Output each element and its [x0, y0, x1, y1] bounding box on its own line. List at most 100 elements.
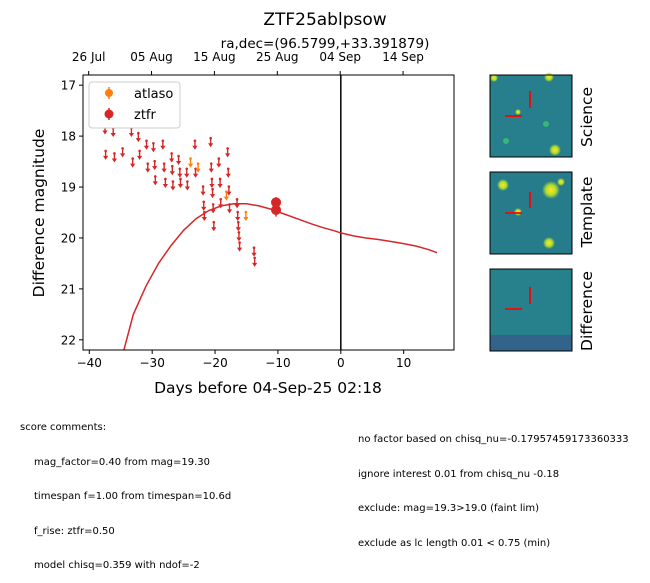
upper-limit-marker-ztfr	[160, 139, 166, 150]
upper-limit-marker-ztfr	[251, 246, 257, 257]
upper-limit-marker-ztfr	[235, 210, 241, 222]
upper-limit-marker-ztfr	[236, 241, 243, 252]
upper-limit-marker-ztfr	[209, 177, 215, 188]
upper-limit-marker-ztfr	[120, 147, 126, 158]
chart-subtitle: ra,dec=(96.5799,+33.391879)	[221, 36, 430, 52]
comment-line: no factor based on chisq_nu=-0.179574591…	[358, 434, 629, 445]
upper-limit-marker-ztfr	[150, 141, 157, 153]
science-label: Science	[578, 87, 596, 147]
top-tick-label: 05 Aug	[130, 50, 173, 64]
upper-limit-marker-ztfr	[235, 220, 241, 232]
upper-limit-marker-ztfr	[130, 157, 136, 168]
upper-limit-marker-ztfr	[152, 159, 158, 171]
upper-limit-marker-ztfr	[226, 203, 233, 214]
upper-limit-marker-ztfr	[209, 187, 216, 199]
lightcurve-figure: ZTF25ablpsow ra,dec=(96.5799,+33.391879)…	[30, 10, 596, 397]
x-axis: −40 −30 −20 −10 0 10	[77, 350, 411, 370]
legend-atlaso-label: atlaso	[134, 87, 173, 102]
legend-ztfr-marker	[104, 108, 114, 120]
x-tick-label: −40	[77, 356, 102, 370]
upper-limit-marker-ztfr	[234, 198, 240, 209]
y-tick-label: 22	[61, 333, 76, 347]
upper-limit-marker-atlaso	[223, 190, 229, 201]
y-tick-label: 21	[61, 282, 76, 296]
upper-limit-marker-ztfr	[226, 185, 232, 196]
plot-area	[102, 75, 438, 350]
legend-atlaso-marker	[105, 87, 113, 99]
difference-label: Difference	[578, 271, 596, 351]
upper-limit-marker-ztfr	[210, 203, 216, 214]
upper-limit-marker-ztfr	[217, 177, 223, 188]
upper-limit-marker-ztfr	[252, 256, 258, 267]
x-axis-label: Days before 04-Sep-25 02:18	[154, 379, 382, 397]
upper-limit-marker-ztfr	[201, 210, 207, 222]
y-axis-label: Difference magnitude	[30, 129, 48, 298]
x-tick-label: −30	[140, 356, 165, 370]
legend-ztfr-label: ztfr	[134, 108, 156, 123]
upper-limit-marker-ztfr	[225, 167, 231, 178]
upper-limit-marker-ztfr	[200, 185, 206, 196]
upper-limit-marker-ztfr	[175, 154, 182, 166]
upper-limit-marker-ztfr	[136, 149, 143, 160]
comment-line: model chisq=0.359 with ndof=-2	[34, 560, 200, 571]
upper-limit-marker-ztfr	[225, 147, 231, 158]
chart-title: ZTF25ablpsow	[263, 10, 386, 30]
comment-line: f_rise: ztfr=0.50	[34, 525, 115, 537]
detection-marker-ztfr	[271, 203, 282, 217]
upper-limit-marker-ztfr	[177, 167, 183, 178]
upper-limit-marker-ztfr	[192, 139, 198, 150]
data-marks	[102, 116, 282, 267]
upper-limit-marker-ztfr	[201, 200, 207, 211]
comment-line: exclude: mag=19.3>19.0 (faint lim)	[358, 503, 540, 514]
upper-limit-marker-ztfr	[111, 152, 118, 163]
difference-cutout	[489, 268, 573, 352]
plot-frame	[82, 74, 455, 351]
upper-limit-marker-ztfr	[161, 162, 167, 173]
model-curve	[123, 203, 438, 350]
score-comments-left: score comments: mag_factor=0.40 from mag…	[20, 399, 231, 583]
y-tick-label: 20	[61, 231, 76, 245]
science-cutout	[489, 72, 573, 158]
upper-limit-marker-atlaso	[187, 157, 194, 168]
upper-limit-marker-ztfr	[208, 136, 214, 148]
template-cutout	[489, 171, 573, 255]
top-tick-label: 04 Sep	[319, 50, 361, 64]
upper-limit-marker-atlaso	[195, 162, 201, 173]
x-tick-label: −20	[202, 356, 227, 370]
upper-limit-marker-ztfr	[152, 175, 158, 186]
upper-limit-marker-ztfr	[218, 198, 224, 209]
score-comments-right: no factor based on chisq_nu=-0.179574591…	[358, 411, 629, 561]
upper-limit-marker-ztfr	[169, 164, 175, 176]
comment-line: timespan f=1.00 from timespan=10.6d	[34, 491, 232, 502]
upper-limit-marker-ztfr	[145, 162, 151, 173]
x-tick-label: −10	[265, 356, 290, 370]
upper-limit-marker-ztfr	[184, 180, 190, 191]
top-tick-label: 15 Aug	[193, 50, 236, 64]
x-tick-label: 0	[337, 356, 345, 370]
y-axis: 17 18 19 20 21 22	[61, 79, 83, 347]
template-label: Template	[578, 177, 596, 249]
upper-limit-marker-ztfr	[143, 139, 150, 150]
y-tick-label: 19	[61, 181, 76, 195]
comment-line: mag_factor=0.40 from mag=19.30	[34, 456, 211, 468]
legend: atlaso ztfr	[88, 81, 181, 129]
y-tick-label: 18	[61, 130, 76, 144]
upper-limit-marker-ztfr	[236, 231, 242, 242]
top-date-axis: 26 Jul 05 Aug 15 Aug 25 Aug 04 Sep 14 Sep	[72, 50, 424, 75]
top-tick-label: 25 Aug	[256, 50, 299, 64]
y-tick-label: 17	[61, 79, 76, 93]
comment-line: ignore interest 0.01 from chisq_nu -0.18	[358, 468, 560, 480]
comment-line: exclude as lc length 0.01 < 0.75 (min)	[358, 537, 551, 549]
upper-limit-marker-ztfr	[135, 131, 141, 143]
upper-limit-marker-ztfr	[177, 177, 184, 188]
upper-limit-marker-atlaso	[243, 210, 249, 222]
upper-limit-marker-ztfr	[208, 162, 214, 173]
upper-limit-marker-ztfr	[184, 167, 190, 178]
upper-limit-marker-ztfr	[216, 157, 222, 168]
upper-limit-marker-ztfr	[103, 149, 109, 160]
upper-limit-marker-ztfr	[211, 220, 217, 232]
top-tick-label: 26 Jul	[72, 50, 106, 64]
x-tick-label: 10	[396, 356, 411, 370]
upper-limit-marker-ztfr	[170, 180, 176, 191]
upper-limit-marker-ztfr	[169, 152, 175, 163]
